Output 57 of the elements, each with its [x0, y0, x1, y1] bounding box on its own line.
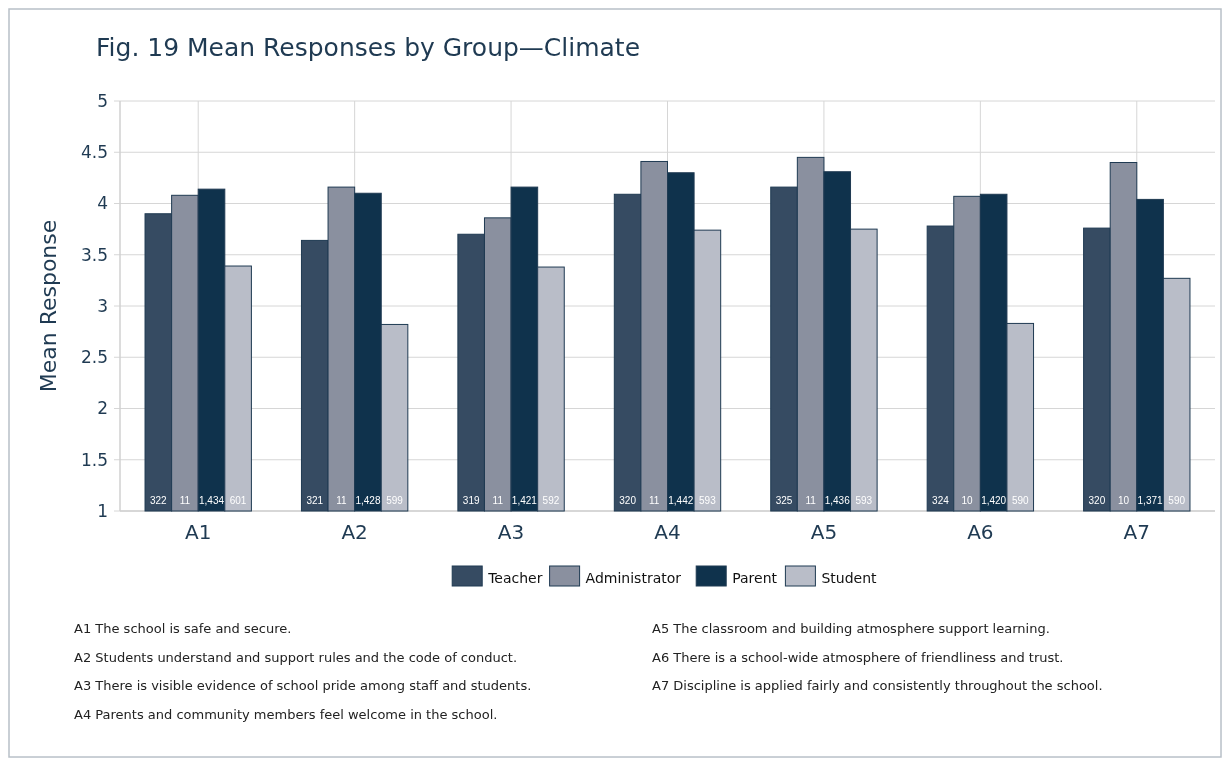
annotation: 590	[1011, 494, 1030, 506]
text: A5 The classroom and building atmosphere support learning.	[652, 621, 1050, 636]
y-axis-title: Mean Response	[36, 219, 61, 393]
annotation: 321	[306, 494, 324, 506]
annotation: 11	[179, 494, 191, 506]
text: A6 There is a school-wide atmosphere of friendliness and trust.	[652, 649, 1064, 665]
annotation: 325	[775, 494, 793, 506]
annotation: 592	[542, 494, 560, 506]
annotation: 319	[462, 494, 480, 506]
y-tick-label: 2.5	[80, 347, 108, 368]
y-tick-label: 1	[97, 500, 108, 521]
annotation: 10	[1117, 494, 1130, 506]
annotation: 1,421	[511, 494, 538, 506]
x-tick-label: A4	[654, 520, 681, 544]
text: A2 Students understand and support rules and the code of conduct.	[74, 649, 518, 665]
annotation: 1,371	[1137, 494, 1164, 506]
y-tick-label: 1.5	[80, 449, 108, 470]
text: A1 The school is safe and secure.	[74, 621, 292, 636]
annotation: 593	[855, 494, 873, 506]
x-tick-label: A5	[810, 520, 838, 544]
legend-label: Teacher	[487, 569, 543, 586]
annotation: 1,420	[981, 494, 1007, 506]
y-tick-label: 3	[97, 295, 108, 316]
annotation: 1,434	[199, 494, 225, 506]
annotation: 320	[619, 494, 637, 506]
y-tick-label: 2	[97, 398, 108, 419]
x-tick-label: A6	[967, 520, 994, 544]
annotation: 599	[386, 494, 404, 506]
annotation: 10	[961, 494, 974, 506]
annotation: 11	[492, 494, 504, 506]
chart-title: Fig. 19 Mean Responses by Group—Climate	[96, 33, 641, 62]
annotation: 590	[1168, 494, 1186, 506]
annotation: 1,428	[355, 494, 381, 506]
legend-label: Administrator	[585, 569, 682, 586]
annotation: 322	[149, 494, 168, 506]
x-tick-label: A2	[341, 520, 368, 544]
x-tick-label: A3	[497, 520, 525, 544]
annotation: 320	[1088, 494, 1106, 506]
text: A4 Parents and community members feel welcome in the school.	[74, 706, 498, 722]
annotation: 11	[649, 494, 660, 506]
y-tick-label: 5	[97, 90, 108, 111]
text: A3 There is visible evidence of school pride among staff and students.	[74, 678, 532, 693]
legend-label: Parent	[732, 569, 778, 586]
annotation: 11	[805, 494, 817, 506]
annotation: 11	[336, 494, 347, 506]
y-tick-label: 4.5	[80, 142, 108, 163]
annotation: 601	[229, 494, 247, 506]
legend-label: Student	[821, 569, 878, 586]
x-tick-label: A7	[1123, 520, 1150, 544]
y-tick-label: 4	[97, 193, 108, 214]
text: A7 Discipline is applied fairly and consistently throughout the school.	[652, 678, 1103, 693]
y-tick-label: 3.5	[80, 244, 108, 265]
annotation: 593	[699, 494, 717, 506]
annotation: 1,442	[668, 494, 694, 506]
x-tick-label: A1	[185, 520, 212, 544]
annotation: 324	[932, 494, 950, 506]
annotation: 1,436	[824, 494, 851, 506]
